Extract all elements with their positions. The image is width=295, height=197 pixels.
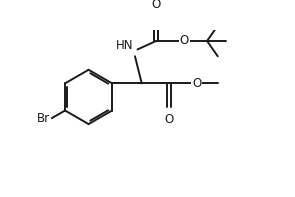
Text: HN: HN	[116, 39, 133, 52]
Text: O: O	[152, 0, 161, 11]
Text: Br: Br	[37, 112, 50, 125]
Text: O: O	[164, 113, 173, 126]
Text: O: O	[192, 77, 201, 90]
Text: O: O	[180, 34, 189, 47]
